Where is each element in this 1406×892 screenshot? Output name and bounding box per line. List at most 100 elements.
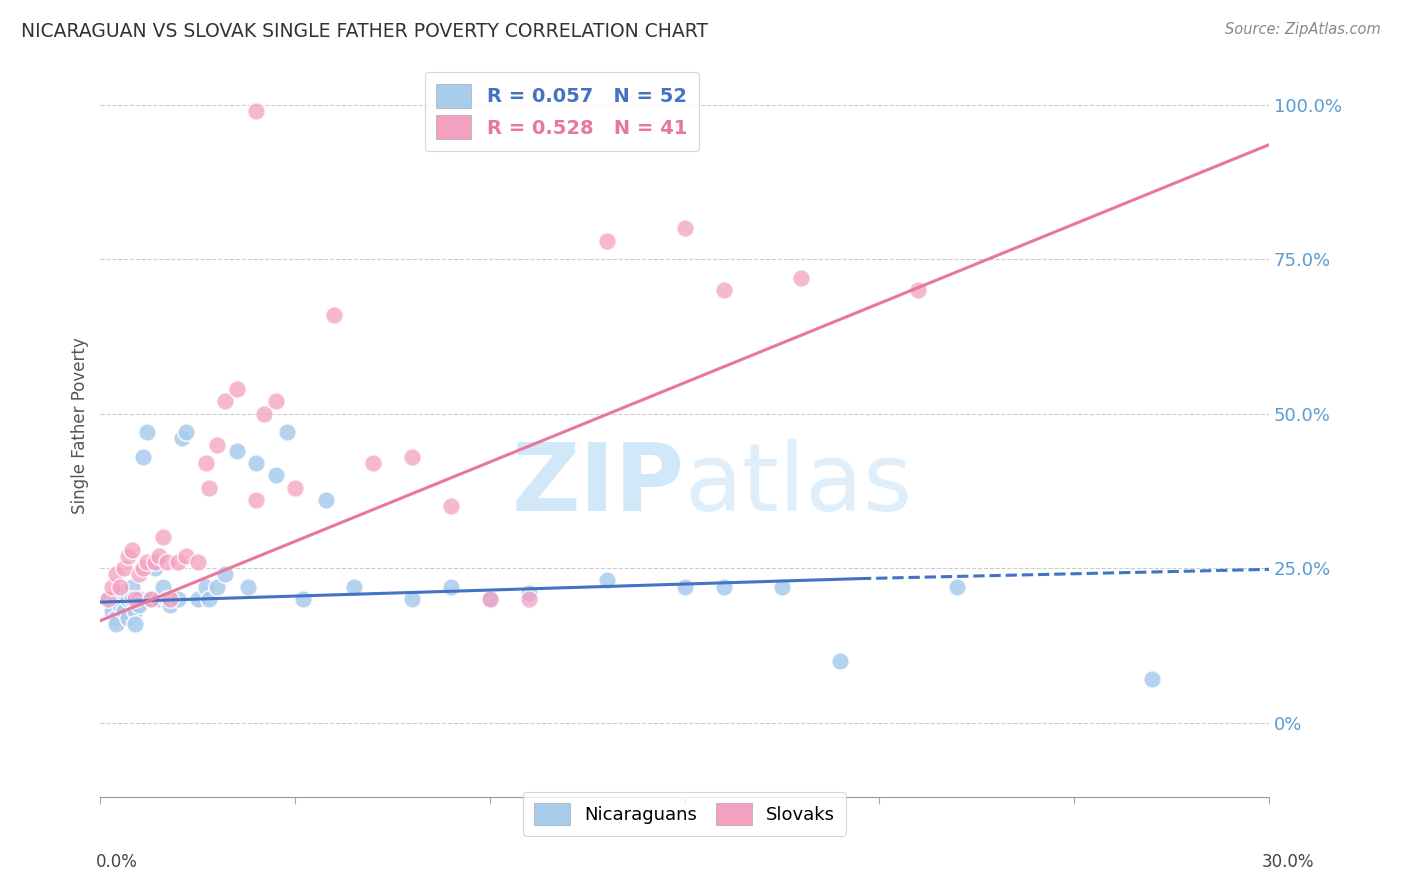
Text: 30.0%: 30.0% (1263, 853, 1315, 871)
Point (187, 555, 209, 569)
Point (121, 542, 143, 557)
Point (148, 549, 170, 563)
Point (440, 500, 463, 514)
Point (401, 450, 423, 464)
Point (245, 103, 267, 118)
Point (238, 580, 260, 594)
Text: Source: ZipAtlas.com: Source: ZipAtlas.com (1225, 22, 1381, 37)
Point (117, 592, 139, 607)
Point (673, 580, 696, 594)
Point (517, 592, 540, 607)
Point (214, 567, 236, 582)
Point (770, 580, 793, 594)
Point (104, 567, 127, 582)
Point (225, 443, 247, 458)
Point (172, 431, 194, 445)
Point (112, 561, 135, 575)
Point (101, 598, 124, 612)
Point (143, 561, 166, 575)
Point (124, 592, 146, 607)
Point (276, 425, 298, 439)
Point (187, 592, 209, 607)
Point (315, 493, 337, 508)
Text: atlas: atlas (685, 439, 912, 532)
Point (97, 592, 120, 607)
Point (264, 468, 287, 483)
Point (174, 549, 197, 563)
Point (121, 592, 143, 607)
Point (478, 592, 501, 607)
Point (136, 425, 159, 439)
Text: 0.0%: 0.0% (96, 853, 138, 871)
Point (205, 437, 228, 451)
Point (128, 567, 150, 582)
Point (1140, 673, 1163, 687)
Point (159, 592, 181, 607)
Point (108, 598, 131, 612)
Point (194, 580, 217, 594)
Text: NICARAGUAN VS SLOVAK SINGLE FATHER POVERTY CORRELATION CHART: NICARAGUAN VS SLOVAK SINGLE FATHER POVER… (21, 22, 709, 41)
Point (245, 456, 267, 470)
Point (596, 574, 619, 588)
Point (440, 580, 463, 594)
Legend: Nicaraguans, Slovaks: Nicaraguans, Slovaks (523, 792, 846, 836)
Point (907, 283, 929, 297)
Point (401, 592, 423, 607)
Point (101, 604, 124, 618)
Point (830, 654, 852, 668)
Point (117, 610, 139, 624)
Y-axis label: Single Father Poverty: Single Father Poverty (72, 337, 89, 515)
Point (790, 270, 813, 285)
Point (264, 394, 287, 409)
Point (361, 456, 384, 470)
Point (342, 580, 364, 594)
Point (713, 580, 735, 594)
Point (132, 561, 155, 575)
Point (198, 592, 221, 607)
Point (517, 586, 540, 600)
Point (132, 450, 155, 464)
Point (101, 580, 124, 594)
Point (225, 382, 247, 396)
Point (152, 580, 174, 594)
Point (108, 592, 131, 607)
Point (245, 493, 267, 508)
Point (148, 592, 170, 607)
Point (946, 580, 969, 594)
Point (214, 394, 236, 409)
Point (291, 592, 314, 607)
Point (159, 598, 181, 612)
Point (673, 221, 696, 235)
Point (104, 610, 127, 624)
Point (121, 580, 143, 594)
Point (124, 604, 146, 618)
Point (596, 234, 619, 248)
Point (136, 555, 159, 569)
Point (117, 549, 139, 563)
Point (167, 592, 190, 607)
Point (128, 592, 150, 607)
Point (205, 580, 228, 594)
Point (713, 283, 735, 297)
Point (194, 456, 217, 470)
Point (155, 555, 177, 569)
Point (478, 592, 501, 607)
Point (108, 580, 131, 594)
Point (253, 407, 276, 421)
Point (155, 592, 177, 607)
Point (284, 481, 307, 495)
Point (139, 592, 162, 607)
Point (124, 616, 146, 631)
Point (143, 555, 166, 569)
Point (97, 592, 120, 607)
Point (152, 530, 174, 544)
Text: ZIP: ZIP (512, 439, 685, 532)
Point (139, 592, 162, 607)
Point (104, 616, 127, 631)
Point (198, 481, 221, 495)
Point (112, 586, 135, 600)
Point (174, 425, 197, 439)
Point (167, 555, 190, 569)
Point (323, 308, 346, 322)
Point (128, 598, 150, 612)
